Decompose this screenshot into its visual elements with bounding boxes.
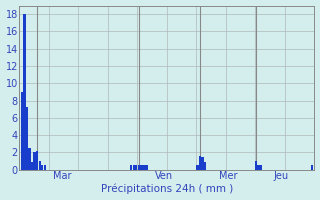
Bar bbox=[140, 165, 143, 170]
Bar bbox=[21, 92, 23, 170]
Bar bbox=[44, 165, 46, 170]
Bar bbox=[133, 165, 135, 170]
Bar bbox=[199, 156, 201, 170]
Bar bbox=[31, 162, 33, 170]
Bar bbox=[26, 107, 28, 170]
Bar bbox=[260, 165, 262, 170]
Bar bbox=[255, 161, 257, 170]
Bar bbox=[204, 162, 206, 170]
Bar bbox=[41, 165, 44, 170]
Bar bbox=[143, 165, 145, 170]
Bar bbox=[201, 157, 204, 170]
Bar bbox=[28, 148, 31, 170]
X-axis label: Précipitations 24h ( mm ): Précipitations 24h ( mm ) bbox=[101, 184, 233, 194]
Bar bbox=[23, 14, 26, 170]
Bar bbox=[311, 165, 313, 170]
Bar bbox=[36, 151, 38, 170]
Bar bbox=[135, 165, 138, 170]
Bar bbox=[130, 165, 132, 170]
Bar bbox=[196, 165, 198, 170]
Bar bbox=[145, 165, 148, 170]
Bar bbox=[33, 152, 36, 170]
Bar bbox=[257, 165, 260, 170]
Bar bbox=[138, 165, 140, 170]
Bar bbox=[38, 161, 41, 170]
